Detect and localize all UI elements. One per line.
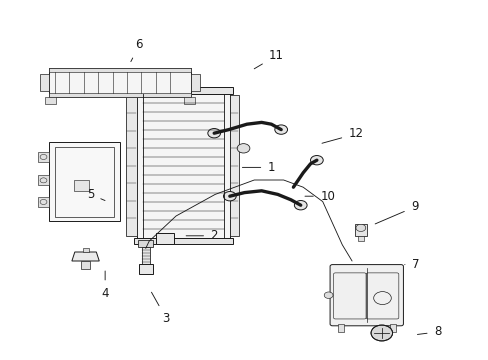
- Text: 7: 7: [404, 258, 419, 271]
- Text: 3: 3: [151, 292, 170, 325]
- FancyBboxPatch shape: [329, 265, 403, 326]
- Bar: [38, 197, 49, 207]
- Bar: [49, 68, 190, 72]
- Bar: [134, 238, 232, 244]
- Bar: [338, 324, 344, 332]
- Bar: [49, 142, 120, 221]
- Circle shape: [207, 129, 220, 138]
- Bar: [190, 73, 199, 91]
- Bar: [389, 324, 395, 332]
- Bar: [229, 95, 238, 236]
- Polygon shape: [72, 252, 99, 261]
- Circle shape: [370, 325, 392, 341]
- Bar: [354, 224, 366, 236]
- Text: 2: 2: [186, 229, 218, 242]
- Bar: [82, 248, 88, 252]
- Text: 5: 5: [86, 188, 105, 201]
- Bar: [357, 236, 363, 241]
- Text: 4: 4: [101, 271, 109, 300]
- Circle shape: [274, 125, 287, 134]
- Text: 1: 1: [242, 161, 275, 174]
- Circle shape: [324, 292, 332, 298]
- Bar: [139, 264, 152, 274]
- Text: 11: 11: [254, 49, 283, 69]
- Bar: [138, 240, 153, 247]
- Bar: [40, 73, 49, 91]
- Bar: [134, 87, 232, 94]
- Bar: [183, 97, 194, 104]
- Bar: [81, 261, 90, 269]
- Text: 8: 8: [417, 325, 441, 338]
- Circle shape: [355, 224, 365, 231]
- Text: 6: 6: [131, 39, 143, 62]
- Bar: [142, 247, 149, 265]
- Bar: [55, 147, 114, 217]
- Text: 12: 12: [321, 127, 363, 143]
- Circle shape: [237, 144, 249, 153]
- Text: 9: 9: [374, 201, 418, 224]
- Bar: [38, 152, 49, 162]
- Circle shape: [310, 156, 323, 165]
- Bar: [156, 233, 173, 244]
- Bar: [45, 97, 56, 104]
- Bar: [126, 95, 137, 236]
- Bar: [74, 180, 89, 191]
- Bar: [38, 175, 49, 185]
- Text: 10: 10: [305, 190, 334, 203]
- Circle shape: [223, 192, 236, 201]
- Bar: [49, 93, 190, 97]
- Bar: [137, 94, 229, 238]
- Bar: [49, 68, 190, 97]
- Circle shape: [294, 201, 306, 210]
